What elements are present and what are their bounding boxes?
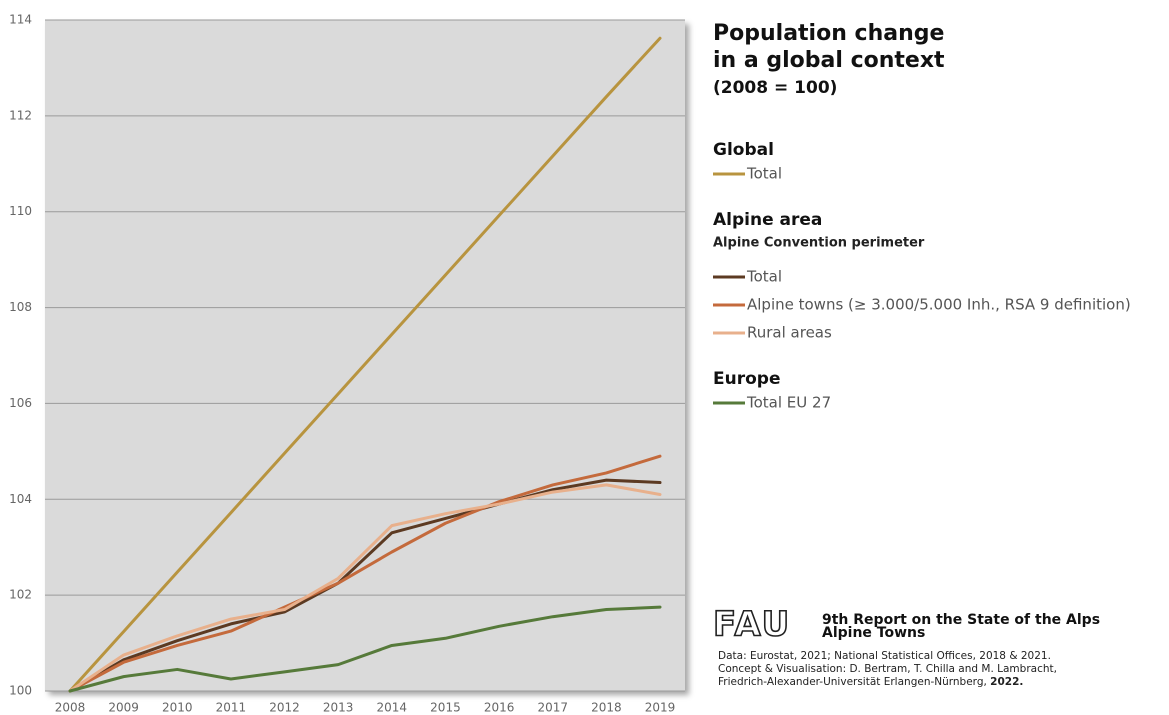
- legend-heading: Europe: [713, 369, 780, 389]
- chart-title: Population change: [713, 21, 944, 46]
- x-tick-label: 2014: [377, 701, 408, 715]
- report-subtitle: Alpine Towns: [822, 625, 925, 641]
- x-tick-label: 2010: [162, 701, 193, 715]
- chart-subtitle: (2008 = 100): [713, 78, 837, 98]
- y-tick-label: 106: [9, 396, 32, 410]
- legend-label: Rural areas: [747, 324, 832, 342]
- x-tick-label: 2015: [430, 701, 461, 715]
- legend-note: Alpine Convention perimeter: [713, 236, 925, 251]
- x-tick-label: 2012: [269, 701, 300, 715]
- legend-label: Alpine towns (≥ 3.000/5.000 Inh., RSA 9 …: [747, 296, 1131, 314]
- x-tick-label: 2016: [484, 701, 515, 715]
- source-line: Friedrich-Alexander-Universität Erlangen…: [718, 676, 1023, 688]
- x-tick-label: 2019: [645, 701, 676, 715]
- series-line: [68, 36, 662, 693]
- source-text: Friedrich-Alexander-Universität Erlangen…: [718, 676, 990, 688]
- x-tick-label: 2018: [591, 701, 622, 715]
- chart-title: in a global context: [713, 48, 945, 73]
- series-line: [68, 605, 662, 693]
- legend-label: Total EU 27: [746, 394, 831, 412]
- y-tick-label: 102: [9, 588, 32, 602]
- y-tick-label: 112: [9, 108, 32, 122]
- legend-label: Total: [746, 165, 782, 183]
- source-line: Data: Eurostat, 2021; National Statistic…: [718, 650, 1051, 662]
- source-year: 2022.: [990, 676, 1023, 688]
- y-tick-label: 108: [9, 300, 32, 314]
- legend-heading: Global: [713, 140, 774, 160]
- legend-heading: Alpine area: [713, 210, 822, 230]
- x-tick-label: 2017: [537, 701, 568, 715]
- plot-area: [45, 20, 685, 691]
- y-tick-label: 114: [9, 13, 32, 27]
- series-line: [68, 483, 662, 693]
- series-line: [68, 454, 662, 693]
- logo: FAU: [713, 605, 791, 645]
- x-tick-label: 2008: [55, 701, 86, 715]
- legend-label: Total: [746, 268, 782, 286]
- report-title: 9th Report on the State of the Alps: [822, 612, 1100, 628]
- x-tick-label: 2009: [108, 701, 139, 715]
- y-tick-label: 110: [9, 204, 32, 218]
- y-tick-label: 104: [9, 492, 32, 506]
- series-line: [68, 478, 662, 693]
- source-line: Concept & Visualisation: D. Bertram, T. …: [718, 663, 1057, 675]
- x-tick-label: 2013: [323, 701, 354, 715]
- x-tick-label: 2011: [216, 701, 247, 715]
- y-tick-label: 100: [9, 684, 32, 698]
